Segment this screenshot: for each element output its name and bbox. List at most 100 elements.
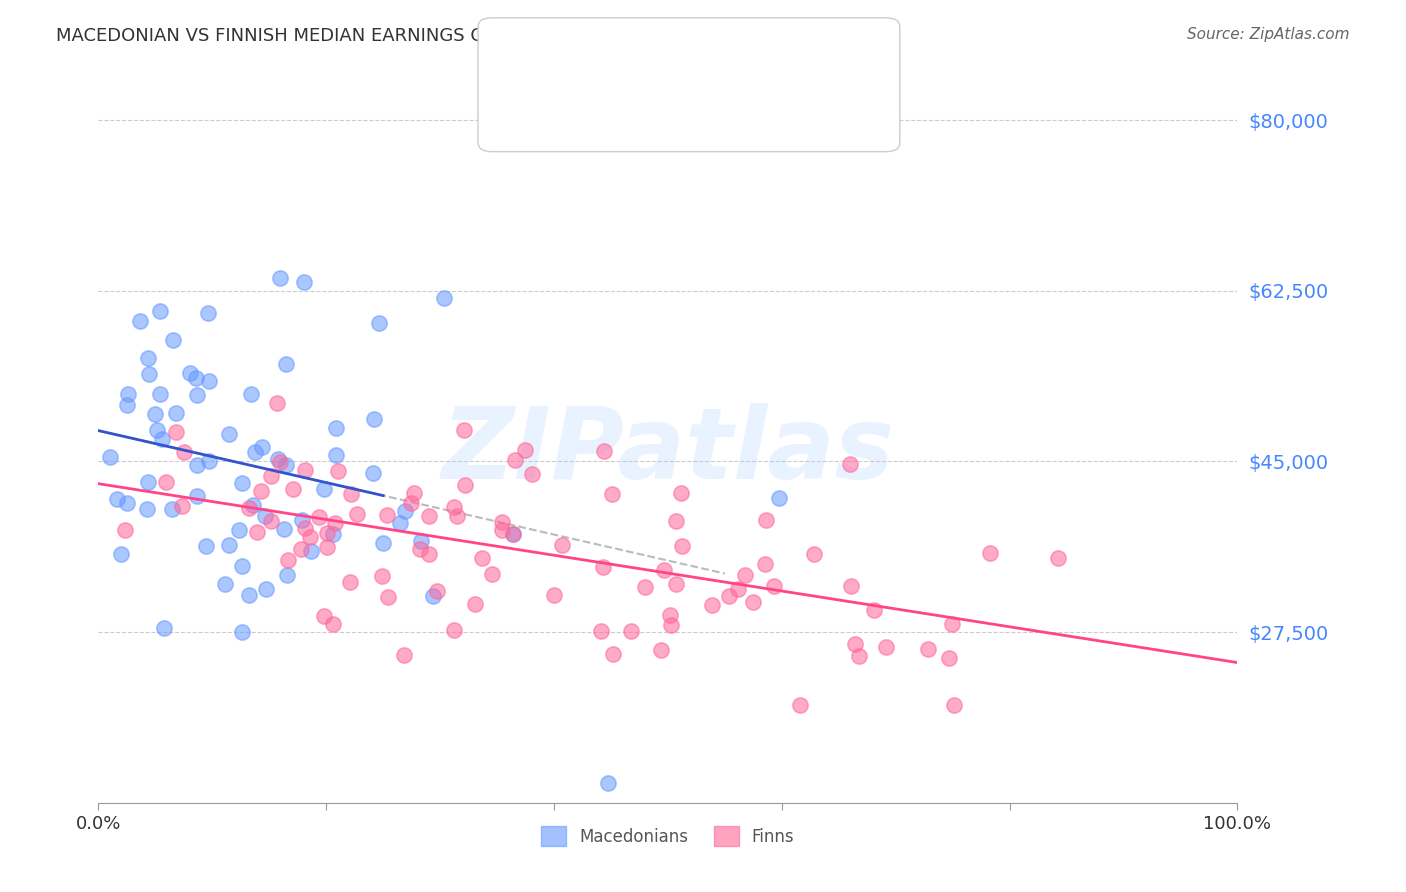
Macedonians [228,523,250,537]
Macedonians [150,432,173,446]
Finns [763,579,786,593]
Macedonians [115,398,138,412]
Macedonians [162,334,184,348]
Finns [443,500,465,515]
Macedonians [254,582,277,596]
Macedonians [242,498,264,512]
Finns [283,482,305,496]
Finns [515,442,537,457]
Macedonians [186,489,208,503]
Finns [339,574,361,589]
Finns [426,583,449,598]
Finns [543,588,565,602]
Macedonians [231,558,253,573]
Macedonians [388,516,411,531]
Macedonians [195,539,218,553]
Macedonians [152,621,174,635]
Macedonians [267,451,290,466]
Finns [471,550,494,565]
Macedonians [186,458,208,472]
Finns [941,617,963,632]
Finns [375,508,398,523]
Finns [315,525,337,540]
Macedonians [596,776,619,790]
Finns [665,576,688,591]
Finns [803,548,825,562]
Finns [669,486,692,500]
Text: R =: R = [537,103,574,120]
Finns [589,624,612,638]
Finns [727,582,749,597]
Text: 68: 68 [714,67,737,85]
Macedonians [363,412,385,426]
Macedonians [198,454,221,468]
Finns [665,514,688,528]
Finns [863,603,886,617]
Finns [658,608,681,623]
Finns [844,637,866,651]
Finns [245,525,267,540]
Macedonians [361,467,384,481]
Finns [453,424,475,438]
Macedonians [231,475,253,490]
Finns [741,594,763,608]
Text: █: █ [513,102,529,121]
Finns [464,597,486,611]
Finns [155,475,177,489]
Finns [491,515,513,529]
Finns [340,486,363,500]
Macedonians [273,522,295,536]
Macedonians [179,366,201,380]
Finns [308,509,330,524]
Finns [114,523,136,537]
Finns [848,649,870,664]
Text: R =: R = [537,67,574,85]
Finns [671,539,693,553]
Macedonians [128,314,150,328]
Macedonians [110,548,132,562]
Text: █: █ [513,66,529,86]
Macedonians [253,509,276,524]
Finns [789,698,811,713]
Macedonians [98,450,121,464]
Text: -0.416: -0.416 [588,103,647,120]
Text: N =: N = [668,67,704,85]
Macedonians [136,475,159,489]
Finns [718,589,741,603]
Macedonians [149,303,172,318]
Finns [505,452,527,467]
Finns [755,513,778,527]
Finns [392,648,415,662]
Macedonians [136,351,159,365]
Finns [250,484,273,499]
Macedonians [117,496,139,510]
Finns [170,499,193,513]
Finns [502,527,524,541]
Macedonians [276,357,298,371]
Finns [453,478,475,492]
Text: 91: 91 [714,103,737,120]
Macedonians [197,306,219,320]
Finns [408,541,430,556]
Macedonians [165,406,187,420]
Finns [592,560,614,574]
Macedonians [186,388,208,402]
Macedonians [291,513,314,527]
Macedonians [117,387,139,401]
Finns [312,608,335,623]
Finns [238,500,260,515]
Macedonians [409,534,432,549]
Finns [838,457,860,471]
Finns [754,558,776,572]
Finns [322,617,344,632]
Finns [404,485,426,500]
Macedonians [502,526,524,541]
Macedonians [105,491,128,506]
Finns [418,508,440,523]
Finns [938,651,960,665]
Text: ZIPatlas: ZIPatlas [441,403,894,500]
Finns [491,523,513,537]
Macedonians [292,275,315,289]
Macedonians [322,527,344,541]
Macedonians [367,316,389,330]
